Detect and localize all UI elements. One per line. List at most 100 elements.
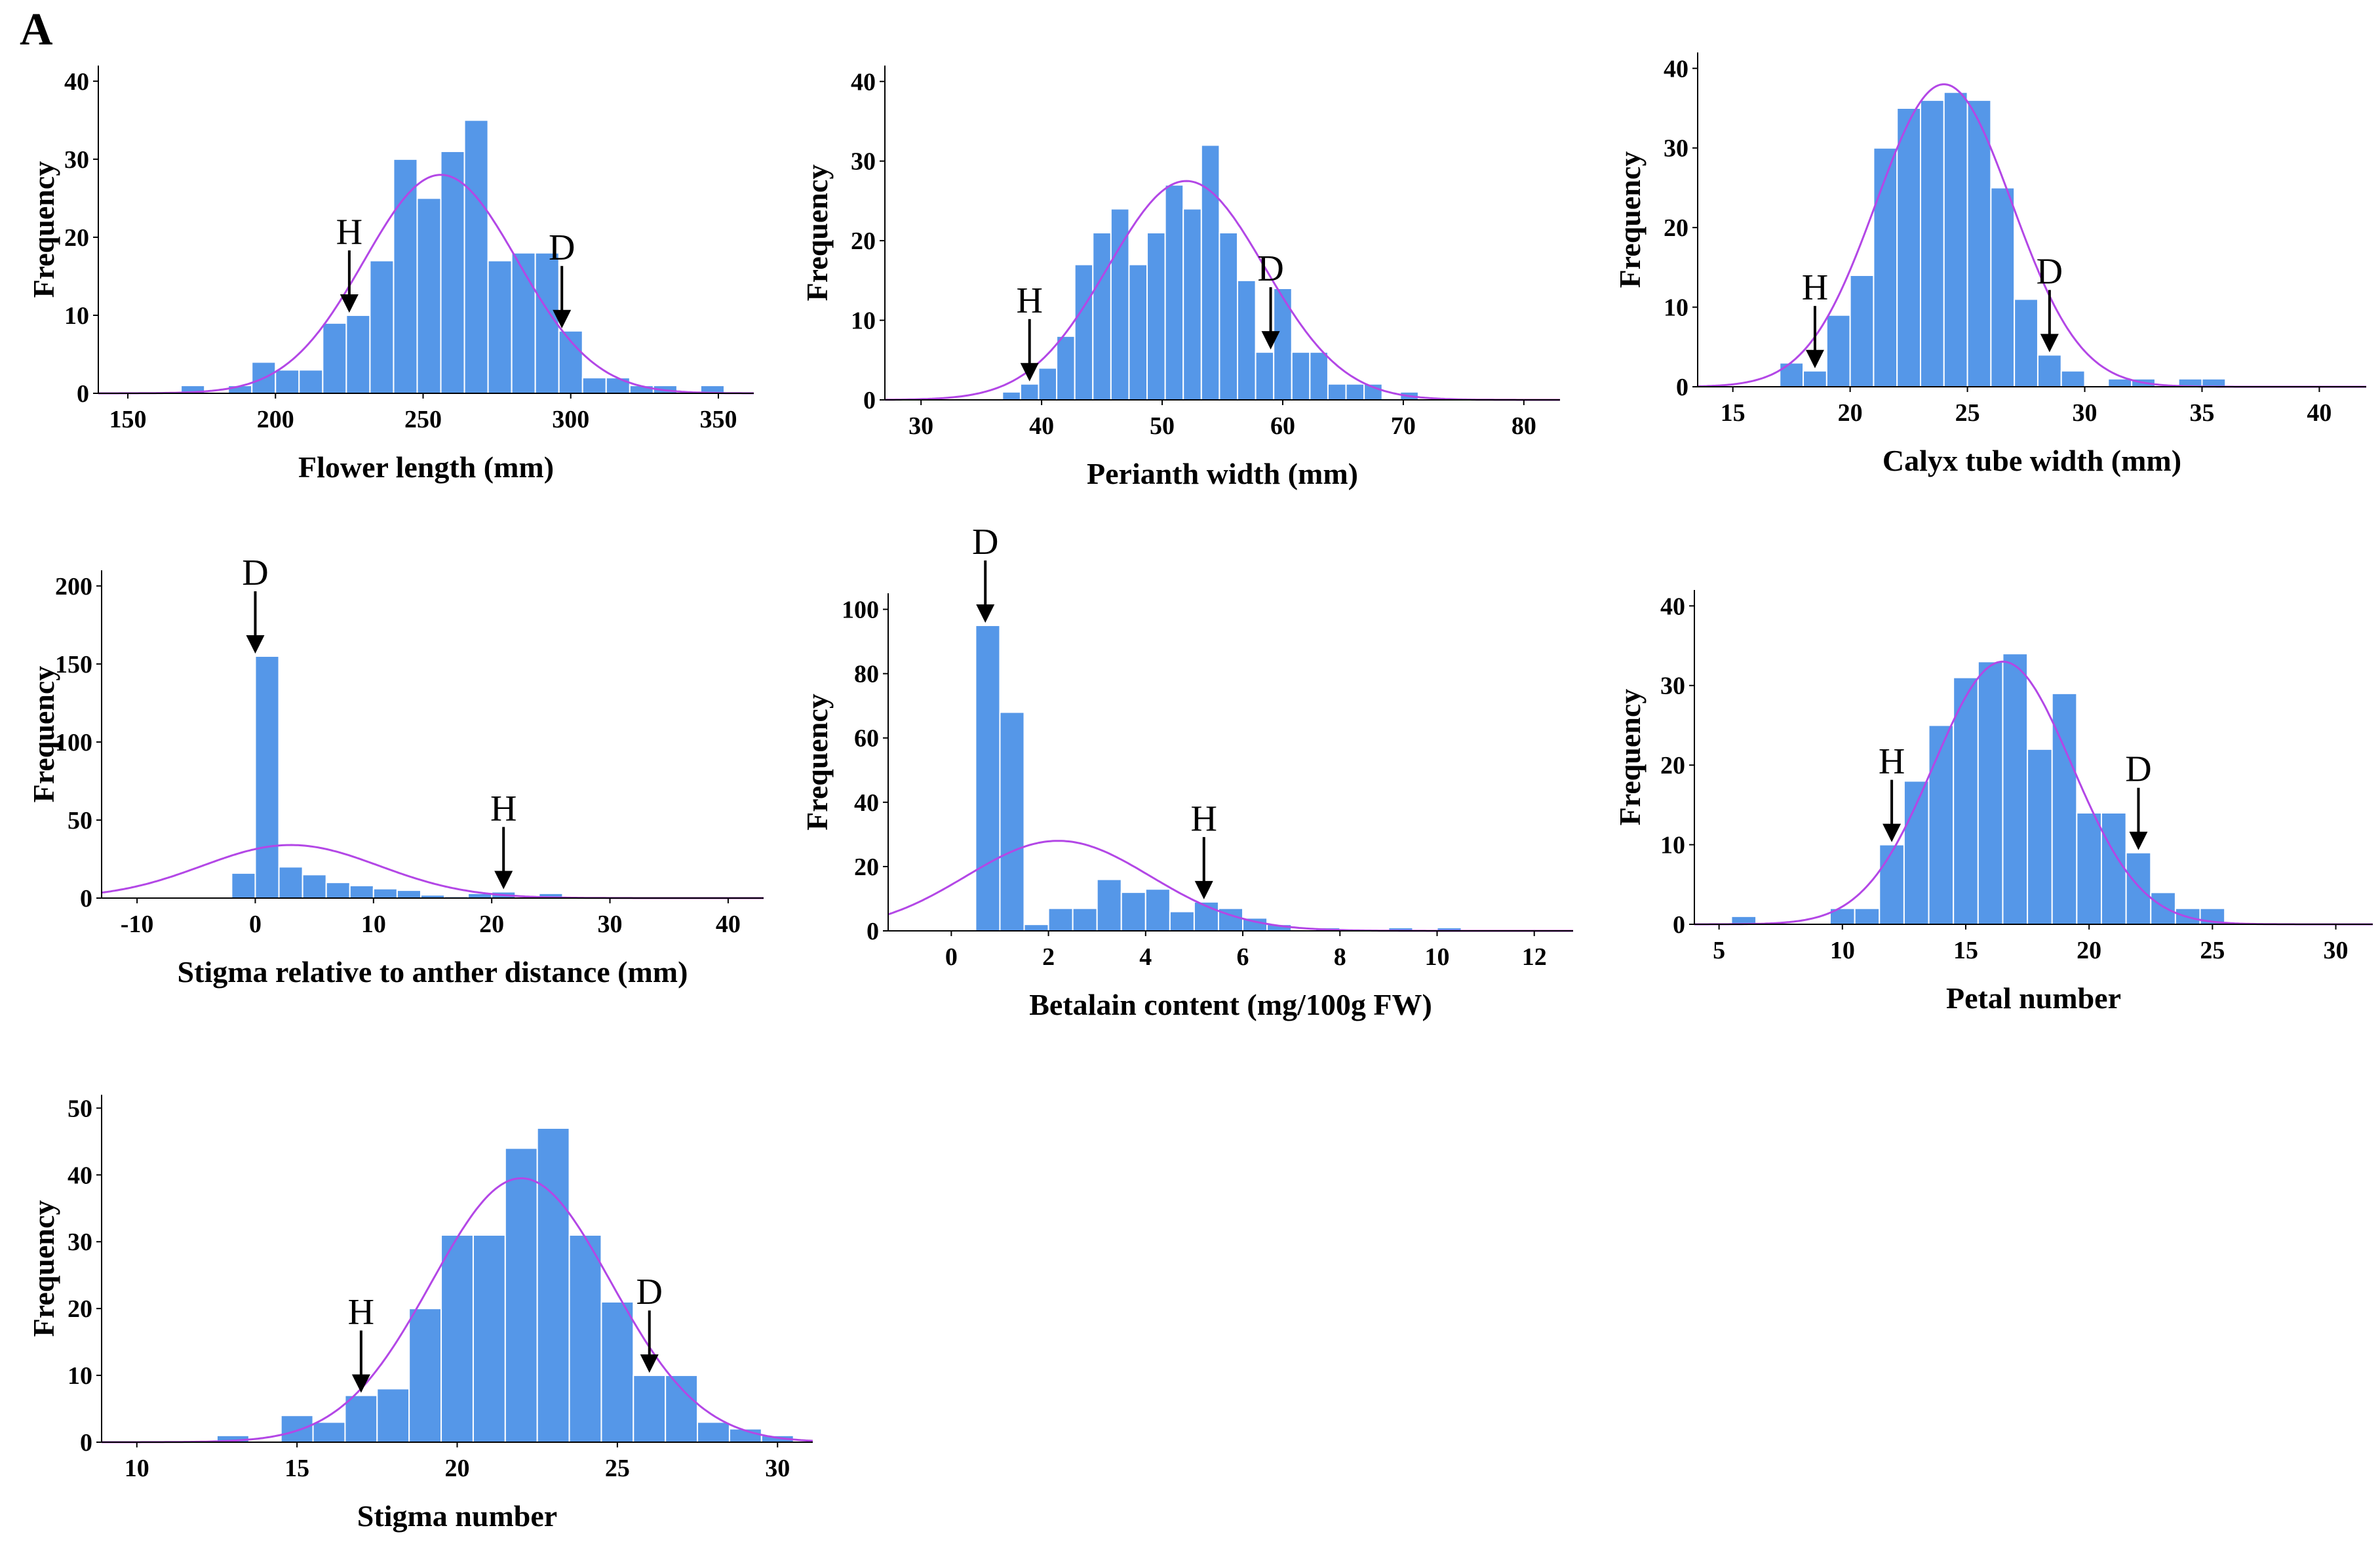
- histogram-bar: [325, 882, 351, 899]
- y-axis-title: Frequency: [1613, 151, 1647, 288]
- histogram-bar: [369, 260, 395, 394]
- y-tick-label: 40: [1660, 593, 1685, 620]
- marker-h: H: [336, 212, 362, 313]
- marker-h: H: [490, 788, 517, 890]
- x-tick-label: 40: [716, 911, 741, 938]
- histogram-bar: [254, 655, 280, 899]
- chart-svg: 0 50 100 150 200 -10 0 10 20 30 40 Stigma relative …: [27, 553, 764, 989]
- histogram-bar: [1273, 288, 1293, 401]
- marker-label: D: [549, 227, 575, 268]
- histogram-bar: [1120, 892, 1146, 932]
- normal-curve: [101, 844, 764, 899]
- histogram-bar: [280, 1415, 314, 1443]
- y-tick-label: 20: [64, 224, 89, 252]
- x-tick-label: 20: [479, 911, 504, 938]
- chart-stigma-anther-distance: 0 50 100 150 200 -10 0 10 20 30 40 Stigma relative …: [0, 538, 773, 1036]
- y-tick-label: 40: [1664, 55, 1688, 83]
- x-axis-title: Calyx tube width (mm): [1883, 444, 2181, 477]
- x-tick-label: 40: [2307, 399, 2331, 427]
- histogram-bar: [534, 252, 560, 395]
- x-tick-label: 20: [445, 1455, 470, 1482]
- x-tick-label: 10: [1830, 937, 1855, 964]
- arrow-down-icon: [640, 1354, 659, 1373]
- histogram-bar: [2027, 748, 2053, 925]
- marker-label: D: [2037, 251, 2063, 292]
- x-tick-label: 200: [257, 406, 294, 433]
- chart-svg: 0 10 20 30 40 150 200 250 300 350 Flower length (m…: [27, 66, 754, 484]
- x-tick-label: 50: [1150, 412, 1175, 440]
- histogram-bar: [344, 1394, 378, 1443]
- histogram-bar: [1146, 232, 1166, 401]
- arrow-down-icon: [494, 871, 513, 890]
- arrow-down-icon: [2040, 334, 2059, 353]
- marker-label: D: [242, 553, 268, 593]
- marker-d: D: [636, 1272, 663, 1373]
- marker-d: D: [1257, 248, 1284, 350]
- y-axis-title: Frequency: [27, 666, 60, 803]
- chart-perianth-width: 0 10 20 30 40 30 40 50 60 70 80 Perianth width (mm)…: [773, 26, 1586, 524]
- histogram-bar: [511, 252, 536, 395]
- y-tick-label: 10: [1664, 294, 1688, 322]
- histogram-bar: [568, 1234, 602, 1443]
- y-tick-label: 30: [851, 148, 876, 176]
- x-tick-label: 6: [1237, 943, 1249, 971]
- marker-h: H: [348, 1292, 374, 1393]
- y-tick-label: 50: [68, 1095, 92, 1122]
- y-tick-label: 20: [68, 1295, 92, 1323]
- y-tick-label: 0: [80, 1429, 92, 1457]
- histogram-bar: [1943, 91, 1968, 387]
- marker-label: H: [1879, 741, 1905, 782]
- arrow-down-icon: [1805, 349, 1824, 368]
- marker-h: H: [1191, 798, 1217, 899]
- arrow-down-icon: [1883, 823, 1902, 842]
- histogram-bar: [1164, 184, 1184, 401]
- marker-h: H: [1802, 267, 1828, 368]
- x-tick-label: 40: [1029, 412, 1054, 440]
- x-tick-label: 10: [125, 1455, 149, 1482]
- x-tick-label: 20: [1838, 399, 1863, 427]
- y-axis-title: Frequency: [27, 1200, 60, 1337]
- marker-d: D: [2037, 251, 2063, 353]
- histogram-bar: [2201, 378, 2227, 387]
- histogram-bar: [1182, 208, 1202, 401]
- histogram-bar: [408, 1308, 442, 1443]
- arrow-down-icon: [351, 1374, 370, 1393]
- x-tick-label: 30: [2324, 937, 2349, 964]
- x-tick-label: 0: [945, 943, 958, 971]
- histogram-bar: [665, 1375, 699, 1443]
- histogram-bar: [1779, 362, 1805, 387]
- y-tick-label: 30: [64, 146, 89, 174]
- histogram-bar: [1345, 383, 1365, 401]
- x-tick-label: 80: [1512, 412, 1536, 440]
- marker-d: D: [972, 522, 998, 623]
- y-tick-label: 150: [55, 651, 92, 678]
- histogram-bar: [345, 314, 371, 395]
- histogram-bar: [1255, 351, 1275, 401]
- normal-curve: [102, 1177, 813, 1443]
- histogram-bar: [1873, 147, 1898, 387]
- x-tick-label: 5: [1713, 937, 1725, 964]
- histogram-bar: [1200, 144, 1220, 401]
- x-tick-label: 10: [361, 911, 386, 938]
- histogram-bar: [1074, 264, 1094, 401]
- y-tick-label: 20: [1664, 214, 1688, 242]
- y-tick-label: 200: [55, 573, 92, 600]
- x-axis-title: Betalain content (mg/100g FW): [1029, 988, 1432, 1021]
- marker-h: H: [1879, 741, 1905, 842]
- histogram-bar: [697, 1421, 730, 1443]
- arrow-down-icon: [1194, 880, 1213, 899]
- x-tick-label: 350: [699, 406, 737, 433]
- y-tick-label: 10: [1660, 832, 1685, 859]
- histogram-bar: [440, 150, 465, 394]
- x-tick-label: 25: [1955, 399, 1980, 427]
- histogram-bar: [275, 369, 300, 394]
- x-tick-label: 10: [1424, 943, 1449, 971]
- bars: [216, 1127, 794, 1443]
- histogram-bar: [605, 377, 631, 395]
- y-axis-title: Frequency: [800, 165, 834, 302]
- histogram-bar: [536, 1127, 570, 1443]
- y-tick-label: 80: [854, 661, 879, 688]
- marker-label: D: [2125, 749, 2151, 790]
- histogram-bar: [472, 1234, 506, 1443]
- histogram-bar: [376, 1388, 410, 1443]
